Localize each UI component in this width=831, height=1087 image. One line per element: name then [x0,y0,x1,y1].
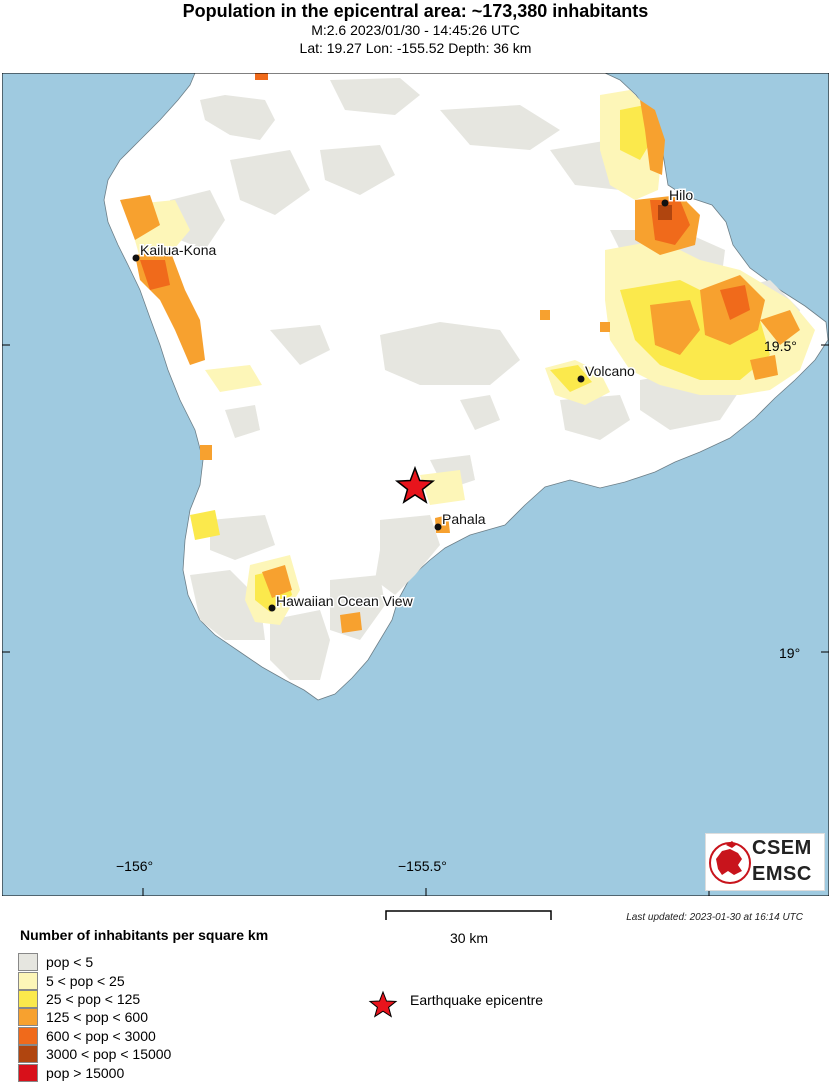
logo-text-emsc: EMSC [752,863,812,885]
city-dot-hilo [661,199,669,207]
city-markers: Hilo Kailua-Kona Volcano Pahala Hawaiian… [132,186,695,612]
map-title: Population in the epicentral area: ~173,… [182,1,649,21]
last-updated: Last updated: 2023-01-30 at 16:14 UTC [626,912,803,923]
legend-label: pop > 15000 [46,1064,125,1081]
legend-row: 5 < pop < 25 [18,971,171,990]
legend-row: 125 < pop < 600 [18,1008,171,1027]
legend-row: pop < 5 [18,953,171,972]
legend-row: pop > 15000 [18,1063,171,1082]
legend-swatch [18,971,38,990]
population-legend: pop < 5 5 < pop < 25 25 < pop < 125 125 … [18,953,171,1082]
epicentre-star-icon[interactable] [394,465,436,504]
legend-swatch [18,1008,38,1027]
legend-swatch [18,1026,38,1045]
city-label-kailua-kona: Kailua-Kona [140,242,216,258]
csem-emsc-logo[interactable]: CSEM EMSC [705,833,825,891]
lon-tick-155-5: −155.5° [398,858,447,874]
legend-label: 125 < pop < 600 [46,1009,148,1026]
epicentre-legend: Earthquake epicentre [400,992,543,1008]
legend-label: 3000 < pop < 15000 [46,1046,172,1063]
lat-tick-19-5: 19.5° [764,338,797,354]
lon-tick-156: −156° [116,858,153,874]
scale-label: 30 km [449,930,489,946]
legend-row: 600 < pop < 3000 [18,1026,171,1045]
legend-label: 600 < pop < 3000 [46,1027,156,1044]
city-label-hawaiian-ocean-view: Hawaiian Ocean View [276,593,414,609]
lat-tick-19: 19° [779,645,800,661]
legend-row: 25 < pop < 125 [18,989,171,1008]
city-label-volcano: Volcano [585,363,635,379]
legend-swatch [18,989,38,1008]
city-dot-pahala [434,523,442,531]
legend-swatch [18,1063,38,1082]
legend-label: 25 < pop < 125 [46,990,141,1007]
europe-globe-icon [709,841,751,884]
legend-label: pop < 5 [46,954,94,971]
city-label-hilo: Hilo [669,187,693,203]
city-dot-volcano [577,375,585,383]
legend-title: Number of inhabitants per square km [20,927,269,943]
medium-density-areas [120,73,800,633]
city-label-pahala: Pahala [442,511,486,527]
epicentre-legend-label: Earthquake epicentre [410,992,544,1008]
legend-swatch [18,1045,38,1064]
legend-row: 3000 < pop < 15000 [18,1045,172,1064]
event-magnitude-time: M:2.6 2023/01/30 - 14:45:26 UTC [311,22,520,38]
legend-label: 5 < pop < 25 [46,972,125,989]
legend-star-icon [368,990,398,1018]
legend-swatch [18,953,38,972]
city-dot-hawaiian-ocean-view [268,604,276,612]
event-location: Lat: 19.27 Lon: -155.52 Depth: 36 km [299,40,532,56]
city-dot-kailua-kona [132,254,140,262]
scale-bar [385,910,552,920]
logo-text-csem: CSEM [752,837,812,859]
